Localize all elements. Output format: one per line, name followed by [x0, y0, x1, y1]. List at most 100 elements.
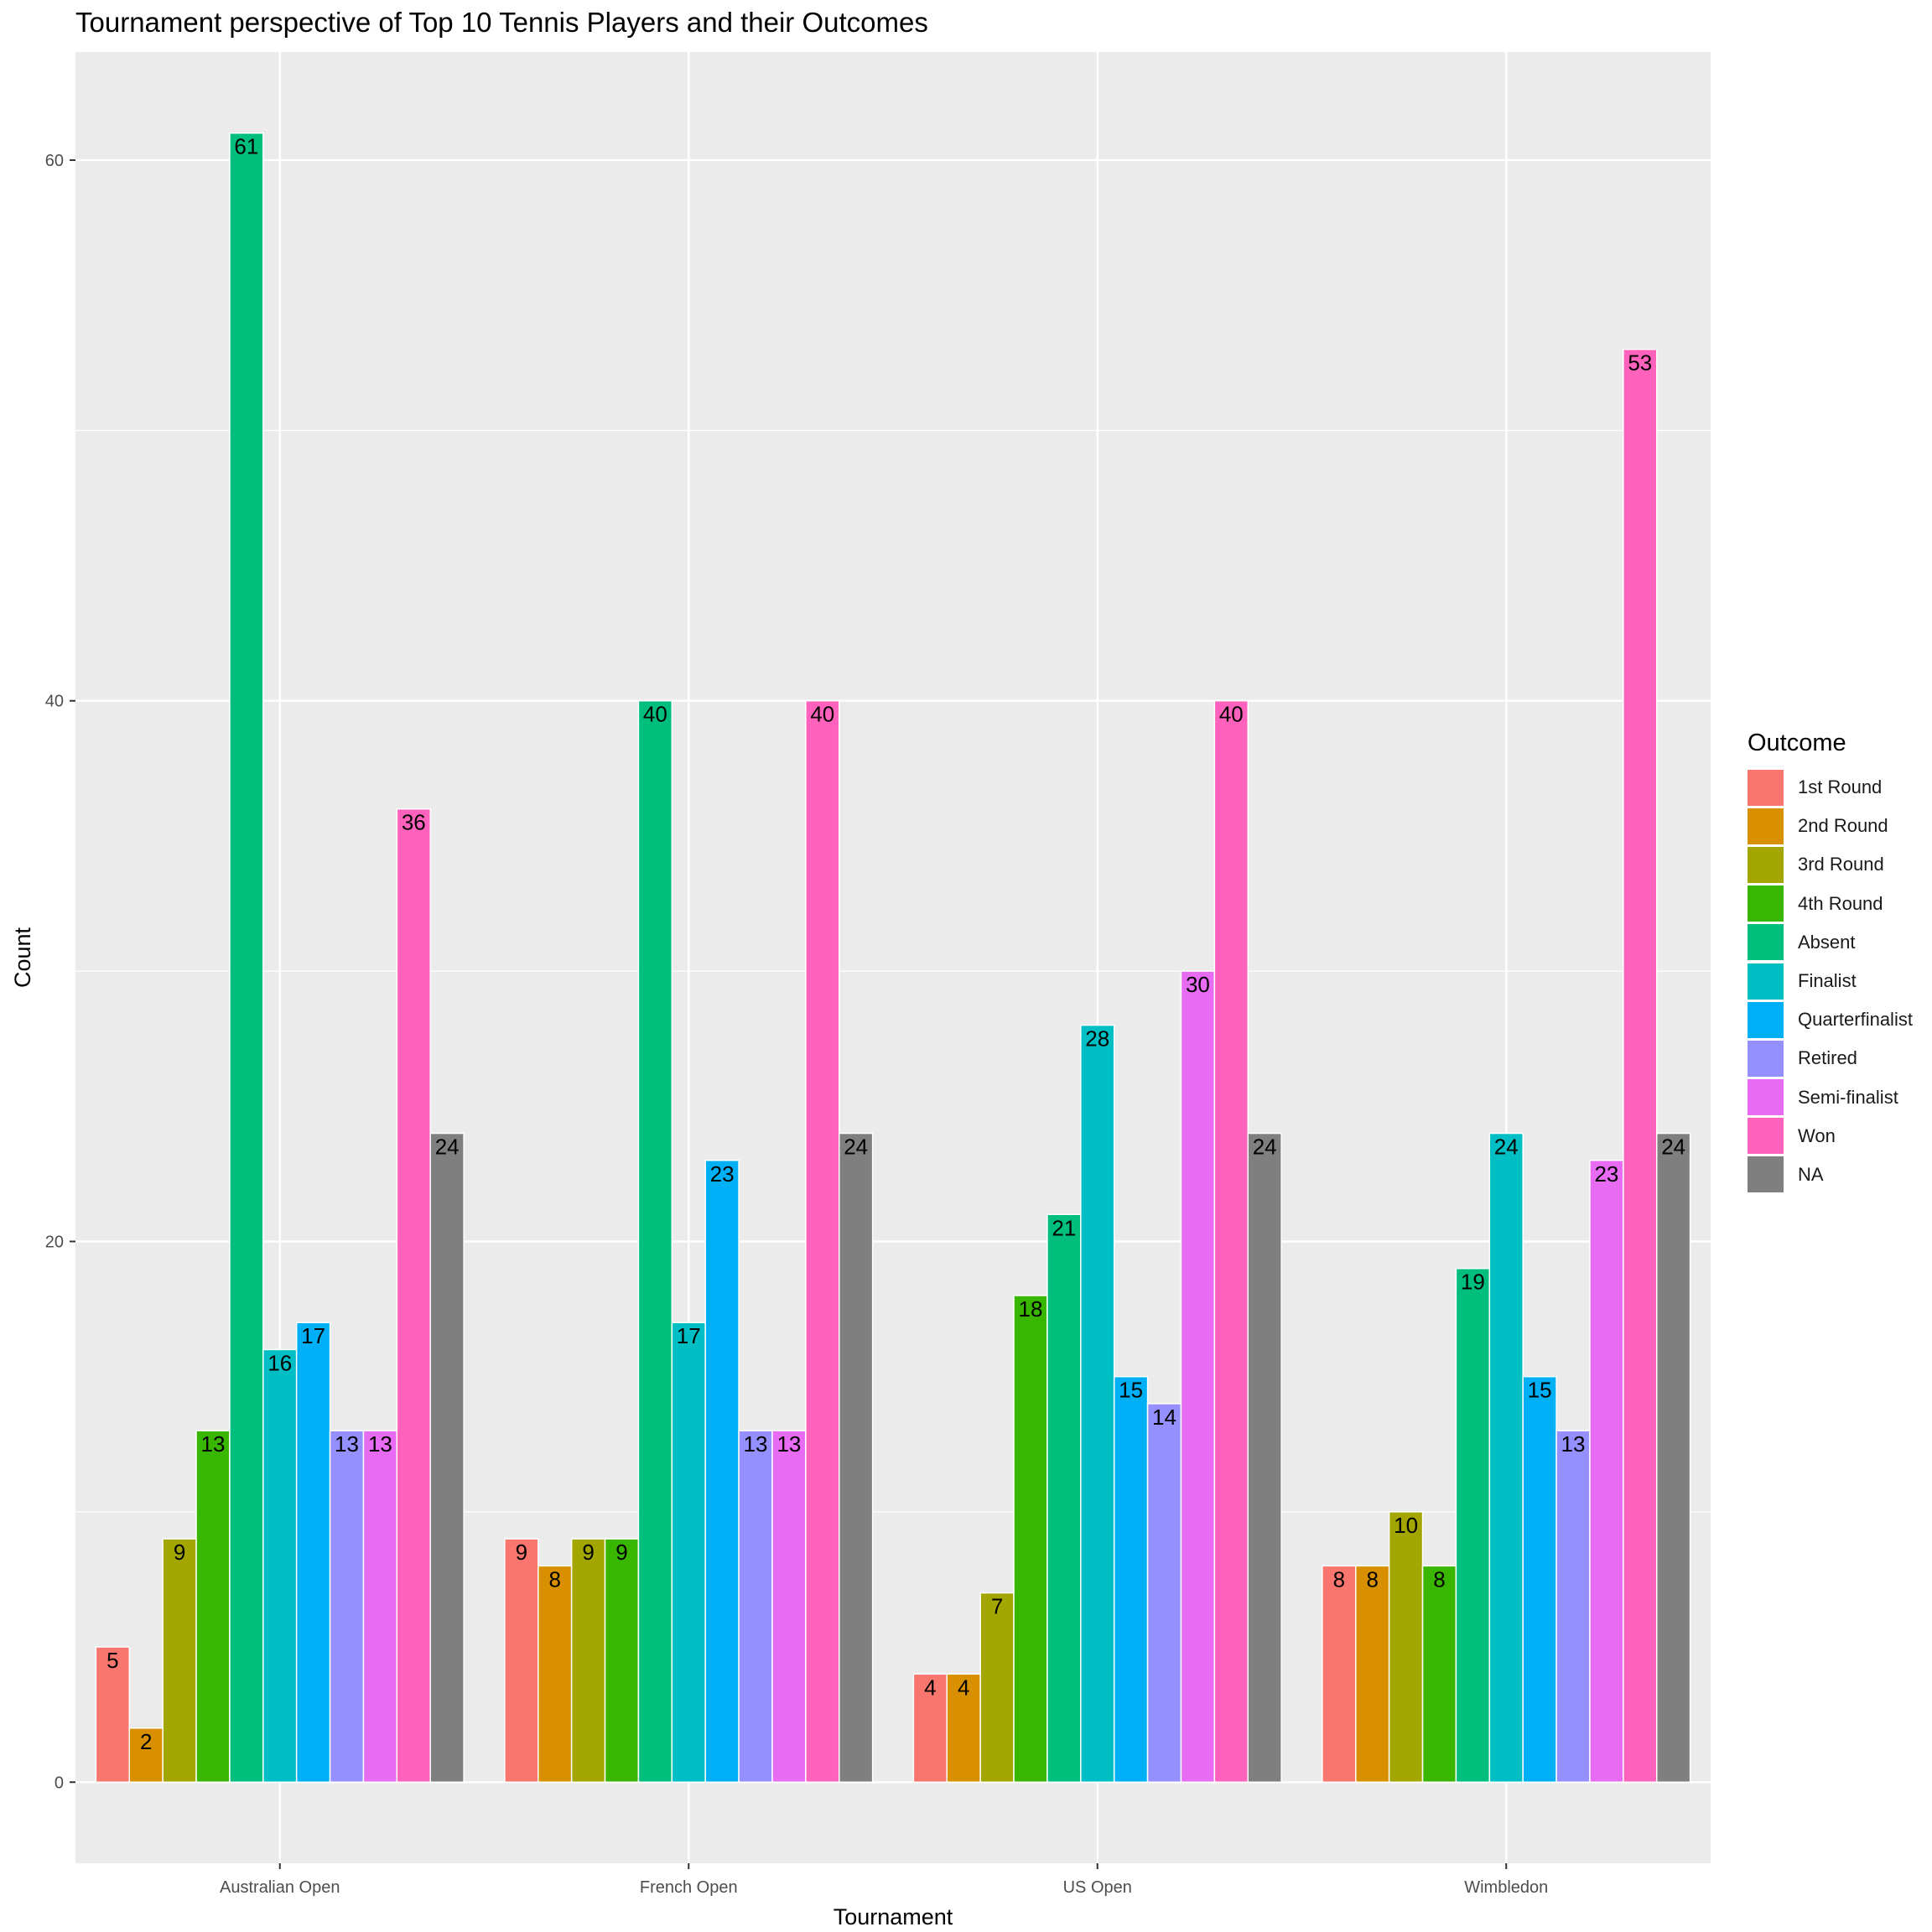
bar — [637, 699, 673, 1784]
bar — [1355, 1565, 1390, 1784]
bar — [1180, 970, 1216, 1784]
legend-swatch — [1748, 1156, 1784, 1193]
bar-value-label: 4 — [958, 1675, 969, 1700]
x-tick-label: French Open — [640, 1878, 738, 1897]
bar-value-label: 8 — [548, 1566, 560, 1592]
bar-value-label: 13 — [368, 1431, 392, 1457]
legend-item: Semi-finalist — [1748, 1078, 1913, 1117]
bar — [162, 1538, 197, 1784]
bar-value-label: 4 — [924, 1675, 936, 1700]
x-tick-label: Australian Open — [220, 1878, 340, 1897]
bar — [1488, 1132, 1524, 1784]
legend-swatch — [1748, 924, 1784, 961]
bar-value-label: 13 — [776, 1431, 801, 1457]
legend-item: NA — [1748, 1156, 1913, 1194]
legend-label: Quarterfinalist — [1798, 1009, 1913, 1031]
bar — [295, 1322, 331, 1784]
bar-value-label: 5 — [106, 1648, 118, 1673]
bar-value-label: 16 — [267, 1350, 292, 1375]
bar-value-label: 30 — [1186, 972, 1210, 997]
bar-value-label: 18 — [1019, 1296, 1043, 1322]
bar — [1013, 1295, 1048, 1784]
bar-value-label: 17 — [677, 1323, 701, 1348]
bar-value-label: 24 — [1494, 1135, 1519, 1160]
bar-value-label: 53 — [1628, 351, 1652, 376]
bar — [195, 1430, 231, 1784]
legend-label: 2nd Round — [1798, 815, 1888, 837]
legend-swatch — [1748, 1079, 1784, 1116]
bar-value-label: 9 — [582, 1540, 594, 1565]
legend-swatch — [1748, 846, 1784, 883]
bar — [604, 1538, 640, 1784]
x-tick-label: Wimbledon — [1464, 1878, 1548, 1897]
legend-item: Quarterfinalist — [1748, 1000, 1913, 1039]
bar — [1322, 1565, 1357, 1784]
legend-swatch — [1748, 808, 1784, 844]
bar-value-label: 24 — [1253, 1135, 1277, 1160]
bar — [771, 1430, 807, 1784]
bar — [704, 1160, 740, 1784]
bar — [1046, 1213, 1082, 1784]
legend-swatch — [1748, 1040, 1784, 1077]
bar — [1555, 1430, 1591, 1784]
bar — [396, 808, 431, 1784]
legend-label: Won — [1798, 1124, 1836, 1146]
bar-value-label: 13 — [744, 1431, 768, 1457]
bar-value-label: 28 — [1085, 1026, 1109, 1052]
legend-label: Absent — [1798, 931, 1856, 953]
bar — [1589, 1160, 1624, 1784]
bar — [671, 1322, 706, 1784]
bar — [1388, 1511, 1424, 1784]
bar — [1623, 348, 1658, 1784]
bar-value-label: 9 — [615, 1540, 627, 1565]
legend-swatch — [1748, 886, 1784, 922]
bar-value-label: 21 — [1052, 1215, 1076, 1240]
bar — [1146, 1403, 1182, 1784]
legend-item: 2nd Round — [1748, 807, 1913, 845]
bar — [429, 1132, 465, 1784]
legend-item: 4th Round — [1748, 885, 1913, 923]
bar — [805, 699, 840, 1784]
bar — [1455, 1267, 1491, 1784]
bar-value-label: 13 — [335, 1431, 359, 1457]
bar — [538, 1565, 573, 1784]
bar — [1421, 1565, 1457, 1784]
bar-value-label: 2 — [140, 1729, 152, 1754]
bar — [1113, 1375, 1149, 1784]
bar-value-label: 40 — [643, 702, 667, 727]
bar — [570, 1538, 606, 1784]
bar-value-label: 23 — [710, 1161, 735, 1187]
bar — [362, 1430, 398, 1784]
x-tick-label: US Open — [1063, 1878, 1132, 1897]
legend-items: 1st Round 2nd Round 3rd Round 4th Round Abse… — [1748, 768, 1913, 1194]
legend-item: Retired — [1748, 1039, 1913, 1078]
bar — [1522, 1375, 1557, 1784]
bar-value-label: 23 — [1594, 1161, 1618, 1187]
bar — [1655, 1132, 1691, 1784]
y-tick-label: 60 — [45, 152, 64, 170]
bar-value-label: 9 — [516, 1540, 527, 1565]
legend-label: Semi-finalist — [1798, 1086, 1898, 1108]
bar — [912, 1673, 948, 1784]
legend-label: 4th Round — [1798, 892, 1883, 914]
bar-value-label: 40 — [810, 702, 834, 727]
bar — [738, 1430, 773, 1784]
bar-value-label: 15 — [1119, 1378, 1143, 1403]
bar-value-label: 8 — [1433, 1566, 1445, 1592]
bar — [229, 132, 264, 1784]
legend-item: 3rd Round — [1748, 845, 1913, 884]
bar — [329, 1430, 365, 1784]
legend-label: Retired — [1798, 1047, 1857, 1069]
bar — [504, 1538, 539, 1784]
bar — [1247, 1132, 1282, 1784]
legend-item: Finalist — [1748, 962, 1913, 1000]
bar — [979, 1592, 1015, 1784]
legend-item: Absent — [1748, 923, 1913, 962]
bar-value-label: 24 — [844, 1135, 868, 1160]
legend-label: 1st Round — [1798, 776, 1883, 798]
bar-value-label: 36 — [402, 810, 426, 835]
bar-value-label: 13 — [201, 1431, 226, 1457]
bar — [95, 1646, 131, 1784]
legend-item: Won — [1748, 1117, 1913, 1156]
